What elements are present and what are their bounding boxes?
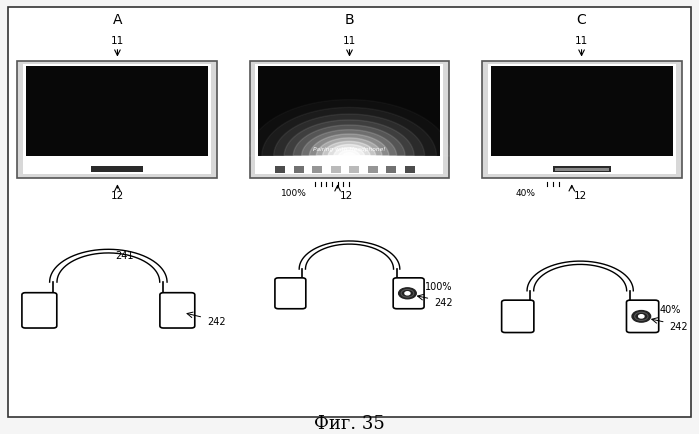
Polygon shape [338,151,359,156]
Text: 40%: 40% [660,305,682,315]
Text: 12: 12 [340,191,353,201]
Text: 12: 12 [111,191,124,201]
Polygon shape [527,261,633,291]
Polygon shape [261,108,436,156]
Polygon shape [302,130,396,156]
Bar [312,166,322,173]
Text: 100%: 100% [425,283,452,293]
Bar [405,166,415,173]
Text: 242: 242 [669,322,688,332]
Text: 242: 242 [434,298,452,308]
Bar [26,66,208,156]
Polygon shape [284,120,414,156]
Polygon shape [293,125,405,156]
FancyBboxPatch shape [393,278,424,309]
Bar [255,64,443,174]
Text: 12: 12 [574,191,586,201]
Text: 11: 11 [343,36,356,46]
Bar [294,166,303,173]
Bar [91,166,143,172]
Text: B: B [345,13,354,26]
Bar [386,166,396,173]
Text: 11: 11 [111,36,124,46]
Polygon shape [309,134,389,156]
Polygon shape [322,141,376,156]
FancyBboxPatch shape [250,61,449,178]
Polygon shape [316,138,382,156]
Polygon shape [273,114,424,156]
Bar [553,166,611,172]
Circle shape [632,311,651,322]
Polygon shape [333,148,365,156]
Text: A: A [113,13,122,26]
FancyBboxPatch shape [160,293,195,328]
Text: 11: 11 [575,36,588,46]
FancyBboxPatch shape [275,278,306,309]
FancyBboxPatch shape [482,61,682,178]
Bar [491,66,673,156]
Text: C: C [577,13,586,26]
Bar [349,166,359,173]
Circle shape [398,288,416,299]
Polygon shape [328,145,370,156]
Bar [258,66,440,156]
Bar [555,168,609,171]
Bar [331,166,340,173]
Text: Pairing with Headphone!: Pairing with Headphone! [313,147,385,152]
Bar [23,64,211,174]
Circle shape [405,292,410,295]
Circle shape [639,315,644,318]
Polygon shape [50,249,167,282]
FancyBboxPatch shape [626,300,658,332]
Bar [275,166,285,173]
FancyBboxPatch shape [17,61,217,178]
Text: 100%: 100% [280,189,307,197]
Polygon shape [343,153,355,156]
Polygon shape [299,241,400,269]
Text: 241: 241 [116,251,134,261]
Text: Фиг. 35: Фиг. 35 [314,415,385,434]
Bar [368,166,377,173]
Text: 40%: 40% [516,189,535,197]
FancyBboxPatch shape [502,300,534,332]
Text: 242: 242 [207,317,225,327]
Bar [488,64,676,174]
FancyBboxPatch shape [22,293,57,328]
